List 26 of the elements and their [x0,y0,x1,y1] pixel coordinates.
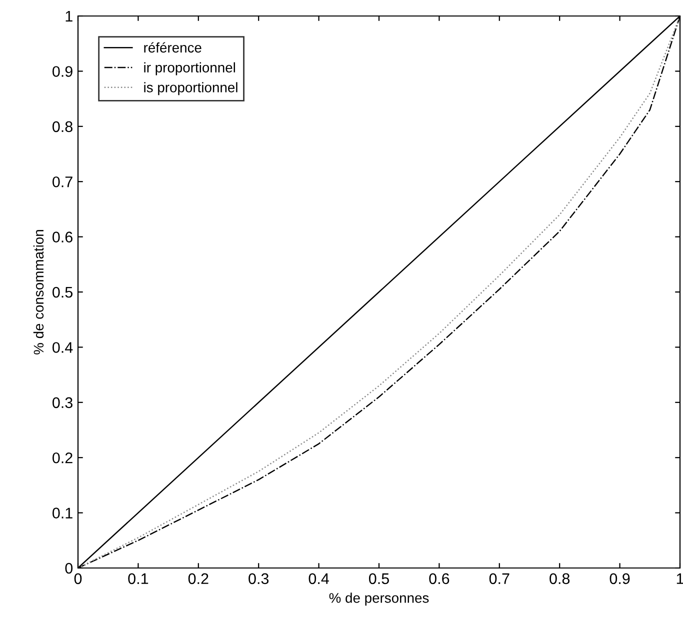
x-tick-label: 0.8 [550,573,570,584]
x-tick-label: 0 [74,573,82,584]
x-tick-label: 0.2 [188,573,208,584]
x-tick-label: 0.4 [308,573,329,584]
y-tick-label: 0.2 [52,452,72,464]
legend-label: is proportionnel [144,82,238,96]
x-tick-label: 0.5 [368,573,389,584]
y-tick-label: 0.3 [52,397,72,408]
x-tick-label: 0.3 [248,573,269,584]
legend-label: référence [144,42,202,53]
y-tick-label: 0.7 [52,176,72,188]
y-tick-label: 1 [66,11,72,22]
x-tick-label: 0.1 [128,573,148,584]
y-tick-label: 0.5 [52,286,72,298]
y-tick-label: 0 [65,562,73,574]
y-tick-label: 0.4 [52,342,73,353]
y-axis-title: % de consommation [33,230,44,354]
x-tick-label: 0.6 [429,573,450,584]
x-axis-title: % de personnes [329,592,429,606]
x-tick-label: 0.9 [610,573,630,584]
y-tick-label: 0.6 [52,232,72,242]
x-tick-label: 0.7 [489,573,510,584]
y-tick-label: 0.9 [52,66,72,77]
y-tick-label: 0.1 [52,508,72,518]
legend-label: ir proportionnel [144,62,235,76]
y-tick-label: 0.8 [52,121,72,132]
